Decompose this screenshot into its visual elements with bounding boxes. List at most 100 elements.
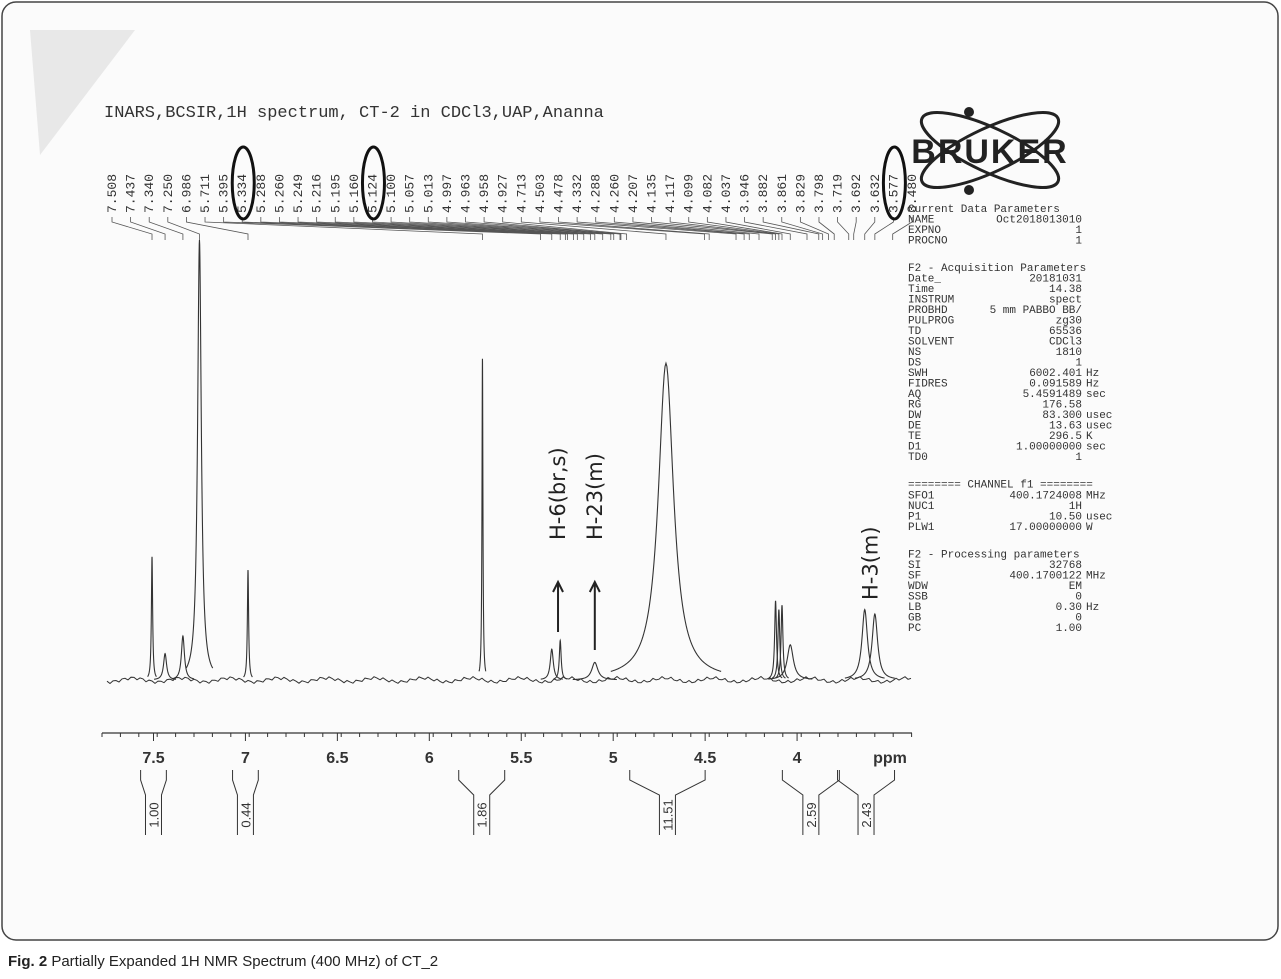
- parameter-value: 1: [1075, 236, 1082, 248]
- peak-label: 4.135: [645, 174, 660, 213]
- integral-bracket: [837, 770, 896, 835]
- logo-dot: [964, 107, 974, 117]
- peak-label: 3.882: [756, 174, 771, 213]
- peak-label: 3.829: [793, 174, 808, 213]
- peak-connector: [837, 217, 850, 240]
- parameter-value: EM: [1069, 581, 1082, 593]
- peak-label: 7.437: [124, 174, 139, 213]
- integral-label: 2.43: [859, 802, 874, 827]
- parameter-value: Oct2018013010: [996, 215, 1082, 227]
- peak-connector: [595, 217, 745, 240]
- peak-connector: [390, 217, 596, 240]
- peak-label: 5.249: [291, 174, 306, 213]
- parameter-value: 1: [1075, 452, 1082, 464]
- peak-connector: [892, 217, 913, 240]
- parameter-name: DS: [908, 358, 922, 370]
- peak-label: 3.692: [849, 174, 864, 213]
- x-tick-label: 4.5: [694, 750, 716, 767]
- x-tick-label: 7.5: [142, 750, 164, 767]
- parameter-section-title: F2 - Acquisition Parameters: [908, 263, 1086, 275]
- parameter-name: FIDRES: [908, 379, 948, 391]
- parameter-section-title: Current Data Parameters: [908, 204, 1060, 216]
- peak-connector: [853, 217, 857, 240]
- peak-label: 5.395: [217, 174, 232, 213]
- parameter-name: NUC1: [908, 501, 935, 513]
- integral-label: 1.00: [146, 802, 161, 827]
- parameter-value: 13.63: [1049, 421, 1082, 433]
- parameter-value: 1: [1075, 225, 1082, 237]
- parameter-value: 1.00: [1056, 623, 1082, 635]
- x-tick-label: 4: [793, 750, 802, 767]
- page-fold: [30, 30, 135, 155]
- peak-label: 5.057: [403, 174, 418, 213]
- parameter-name: P1: [908, 511, 922, 523]
- peak-connector: [186, 217, 249, 240]
- parameter-name: LB: [908, 602, 922, 614]
- x-axis-label: ppm: [873, 750, 907, 767]
- parameter-section-title: ======== CHANNEL f1 ========: [908, 480, 1093, 492]
- integral-label: 11.51: [660, 799, 675, 831]
- peak-label: 5.100: [384, 174, 399, 213]
- parameter-name: PULPROG: [908, 316, 954, 328]
- peak-label: 5.160: [347, 174, 362, 213]
- logo-dot: [964, 185, 974, 195]
- integral-label: 1.86: [475, 802, 490, 827]
- parameter-unit: K: [1086, 431, 1093, 443]
- peak-connector: [669, 217, 776, 240]
- peak: [540, 648, 563, 680]
- integral-label: 0.44: [238, 802, 253, 827]
- parameter-value: 1: [1075, 358, 1082, 370]
- parameter-name: PLW1: [908, 522, 935, 534]
- parameter-name: SWH: [908, 368, 928, 380]
- parameter-name: SI: [908, 560, 921, 572]
- peak: [844, 608, 885, 679]
- peak: [610, 361, 722, 672]
- peak-label: 4.117: [663, 174, 678, 213]
- peak: [171, 634, 195, 680]
- peak-connector: [613, 217, 750, 240]
- parameter-name: SOLVENT: [908, 337, 955, 349]
- peak-connector: [223, 217, 541, 240]
- integral-bracket: [629, 770, 706, 835]
- peak-label: 7.340: [142, 174, 157, 213]
- logo-orbit: [919, 111, 1061, 189]
- parameter-name: TE: [908, 431, 922, 443]
- peak: [775, 605, 789, 679]
- peak-label: 5.216: [310, 174, 325, 213]
- parameter-unit: Hz: [1086, 602, 1099, 614]
- parameter-name: GB: [908, 612, 922, 624]
- peak-connector: [353, 217, 585, 240]
- parameter-unit: usec: [1086, 511, 1112, 523]
- peak-connector: [818, 217, 835, 240]
- peak-connector: [260, 217, 561, 240]
- parameter-value: zg30: [1056, 316, 1082, 328]
- peak-connector: [651, 217, 773, 240]
- peak-connector: [148, 217, 184, 240]
- peak-connector: [799, 217, 829, 240]
- parameter-value: 32768: [1049, 560, 1082, 572]
- x-tick-label: 6.5: [326, 750, 348, 767]
- peak-label: 4.478: [552, 174, 567, 213]
- logo-text: BRUKER: [911, 133, 1068, 171]
- peak-label: 4.037: [719, 174, 734, 213]
- parameter-unit: MHz: [1086, 490, 1106, 502]
- peak-label: 7.250: [161, 174, 176, 213]
- parameter-name: DW: [908, 410, 922, 422]
- peak-label: 4.260: [607, 174, 622, 213]
- parameter-name: NS: [908, 347, 922, 359]
- peak: [478, 358, 487, 672]
- caption: Fig. 2 Partially Expanded 1H NMR Spectru…: [8, 953, 438, 970]
- peak: [147, 556, 157, 677]
- x-tick-label: 7: [241, 750, 250, 767]
- peak-connector: [576, 217, 737, 240]
- parameter-name: PROCNO: [908, 236, 948, 248]
- peak-label: 4.713: [514, 174, 529, 213]
- annotation: H-6(br,s): [546, 447, 570, 540]
- parameter-value: 5.4591489: [1023, 389, 1082, 401]
- peak-connector: [279, 217, 566, 240]
- peak: [771, 609, 786, 679]
- parameter-name: D1: [908, 442, 922, 454]
- parameter-unit: Hz: [1086, 379, 1099, 391]
- peak-connector: [520, 217, 667, 240]
